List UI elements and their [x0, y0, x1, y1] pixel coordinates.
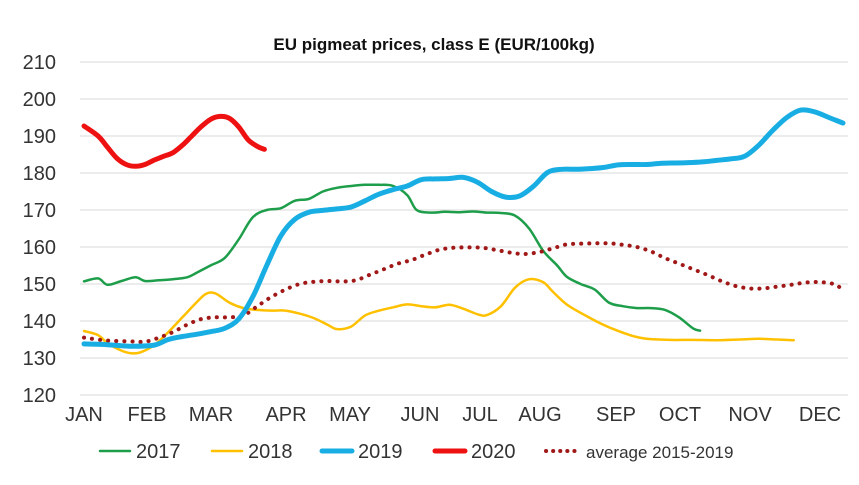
series-line-average-2015-2019: [82, 241, 845, 344]
y-tick-label: 150: [23, 274, 56, 296]
x-tick-label-oct: OCT: [659, 404, 701, 426]
y-tick-label: 190: [23, 126, 56, 148]
legend-label: 2017: [136, 441, 181, 463]
series-line-2019: [81, 107, 846, 349]
gridlines: [80, 61, 848, 396]
series-line-2018: [82, 277, 796, 355]
x-tick-label-jun: JUN: [401, 404, 440, 426]
legend: 2017 2018 2019 2020 average 2015-2019: [98, 441, 733, 463]
x-tick-label-apr: APR: [265, 404, 306, 426]
x-tick-label-nov: NOV: [728, 404, 772, 426]
chart-title: EU pigmeat prices, class E (EUR/100kg): [273, 35, 594, 54]
series-lines: [81, 107, 846, 355]
y-tick-label: 200: [23, 89, 56, 111]
x-axis-ticks: JAN FEB MAR APR MAY JUN JUL AUG SEP OCT NOV DEC: [65, 404, 841, 426]
y-tick-label: 120: [23, 385, 56, 407]
y-tick-label: 180: [23, 163, 56, 185]
legend-label: 2019: [358, 441, 403, 463]
x-tick-label-mar: MAR: [189, 404, 233, 426]
y-tick-label: 170: [23, 200, 56, 222]
y-tick-label: 160: [23, 237, 56, 259]
x-tick-label-dec: DEC: [799, 404, 841, 426]
x-tick-label-sep: SEP: [596, 404, 636, 426]
x-tick-label-jan: JAN: [65, 404, 103, 426]
y-tick-label: 130: [23, 348, 56, 370]
x-tick-label-may: MAY: [329, 404, 371, 426]
y-axis-ticks: 120 130 140 150 160 170 180 190 200 210: [23, 52, 56, 407]
legend-label: 2020: [471, 441, 516, 463]
y-tick-label: 140: [23, 311, 56, 333]
x-tick-label-feb: FEB: [128, 404, 167, 426]
x-tick-label-aug: AUG: [518, 404, 561, 426]
legend-label: 2018: [248, 441, 293, 463]
y-tick-label: 210: [23, 52, 56, 74]
x-tick-label-jul: JUL: [462, 404, 498, 426]
series-line-2017: [82, 183, 702, 332]
series-line-2020: [81, 113, 267, 169]
legend-label: average 2015-2019: [586, 443, 733, 462]
